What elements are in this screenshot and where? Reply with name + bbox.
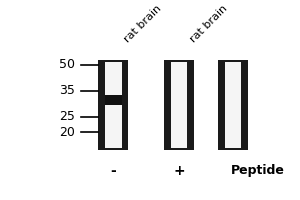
Text: 35: 35 xyxy=(59,84,75,97)
FancyBboxPatch shape xyxy=(105,95,122,105)
Text: rat brain: rat brain xyxy=(123,3,164,44)
FancyBboxPatch shape xyxy=(225,62,241,148)
FancyBboxPatch shape xyxy=(105,62,122,148)
Text: -: - xyxy=(110,164,116,178)
FancyBboxPatch shape xyxy=(218,60,248,150)
Text: 25: 25 xyxy=(59,110,75,123)
FancyBboxPatch shape xyxy=(98,60,128,150)
FancyBboxPatch shape xyxy=(164,60,194,150)
Text: rat brain: rat brain xyxy=(188,3,230,44)
FancyBboxPatch shape xyxy=(171,62,187,148)
Text: 50: 50 xyxy=(58,58,75,71)
Text: 20: 20 xyxy=(59,126,75,139)
Text: +: + xyxy=(173,164,185,178)
Text: Peptide: Peptide xyxy=(231,164,285,177)
